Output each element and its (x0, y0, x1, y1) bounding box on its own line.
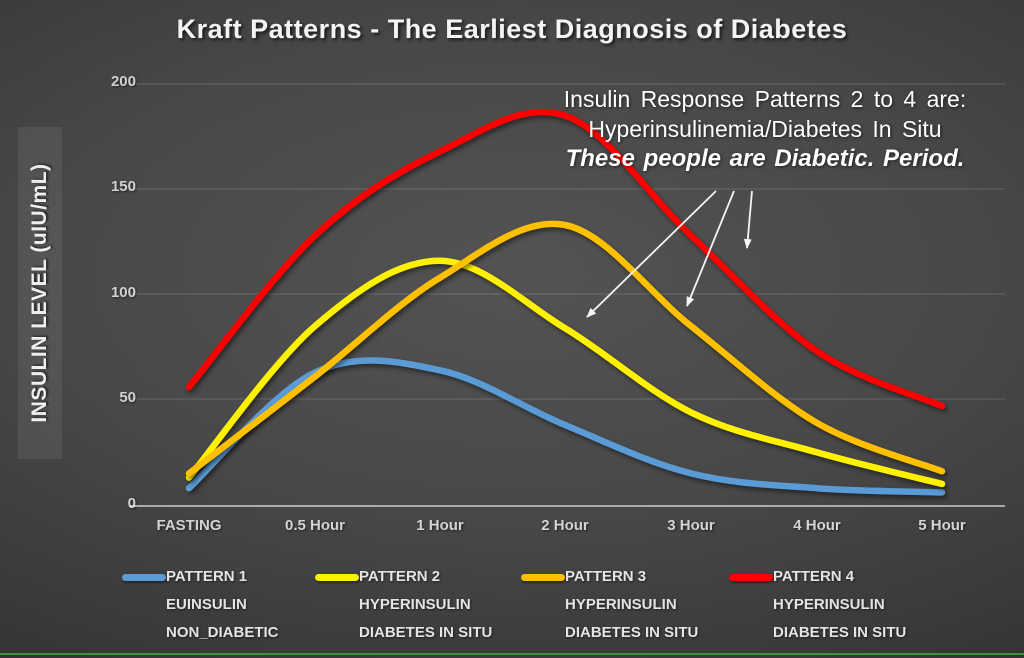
pattern-1-swatch-icon (122, 573, 166, 581)
legend-sub-label: DIABETES IN SITU (773, 624, 907, 641)
y-tick-150: 150 (110, 178, 136, 195)
legend-sub-label: NON_DIABETIC (166, 624, 279, 641)
pattern-4-line (185, 108, 946, 410)
pattern-3-line (185, 220, 946, 477)
chart-title: Kraft Patterns - The Earliest Diagnosis … (176, 14, 848, 44)
legend-sub-label: HYPERINSULIN (359, 596, 471, 613)
x-tick-5hour: 5 Hour (918, 517, 966, 534)
legend-item-pattern-1: PATTERN 1 EUINSULIN NON_DIABETIC (122, 563, 279, 647)
x-tick-4hour: 4 Hour (793, 517, 841, 534)
y-tick-200: 200 (110, 73, 136, 90)
annotation-line-2: Hyperinsulinemia/Diabetes In Situ (588, 116, 942, 142)
x-tick-3hour: 3 Hour (667, 517, 715, 534)
legend-sub-label: DIABETES IN SITU (359, 624, 493, 641)
legend-sub-label: HYPERINSULIN (773, 596, 885, 613)
legend-label: PATTERN 2 (359, 568, 441, 585)
y-tick-100: 100 (110, 284, 136, 301)
arrow-to-pattern3-icon (686, 190, 735, 307)
legend-sub-label: DIABETES IN SITU (565, 624, 699, 641)
bottom-accent-line (0, 653, 1024, 655)
arrow-to-pattern4-icon (743, 190, 753, 249)
legend-label: PATTERN 3 (565, 568, 647, 585)
pattern-1-line (185, 357, 946, 496)
legend-label: PATTERN 4 (773, 568, 855, 585)
legend-sub-label: HYPERINSULIN (565, 596, 677, 613)
annotation-line-3: These people are Diabetic. Period. (565, 145, 965, 172)
pattern-3-swatch-icon (521, 573, 565, 581)
legend-item-pattern-3: PATTERN 3 HYPERINSULIN DIABETES IN SITU (521, 563, 698, 647)
x-tick-1hour: 1 Hour (416, 517, 464, 534)
legend-sub-label: EUINSULIN (166, 596, 247, 613)
legend-label: PATTERN 1 (166, 568, 248, 585)
x-tick-fasting: FASTING (156, 517, 222, 534)
annotation-line-1: Insulin Response Patterns 2 to 4 are: (563, 86, 967, 112)
legend-item-pattern-2: PATTERN 2 HYPERINSULIN DIABETES IN SITU (315, 563, 492, 647)
annotation-arrows (586, 190, 753, 318)
pattern-2-line (185, 257, 946, 488)
y-tick-0: 0 (127, 495, 136, 512)
pattern-4-swatch-icon (729, 573, 773, 581)
y-tick-50: 50 (119, 389, 136, 406)
x-tick-05hour: 0.5 Hour (284, 517, 345, 534)
arrow-to-pattern2-icon (586, 190, 717, 318)
annotation-textbox: Insulin Response Patterns 2 to 4 are: Hy… (518, 84, 1012, 174)
legend-item-pattern-4: PATTERN 4 HYPERINSULIN DIABETES IN SITU (729, 563, 906, 647)
pattern-2-swatch-icon (315, 573, 359, 581)
x-tick-2hour: 2 Hour (541, 517, 589, 534)
